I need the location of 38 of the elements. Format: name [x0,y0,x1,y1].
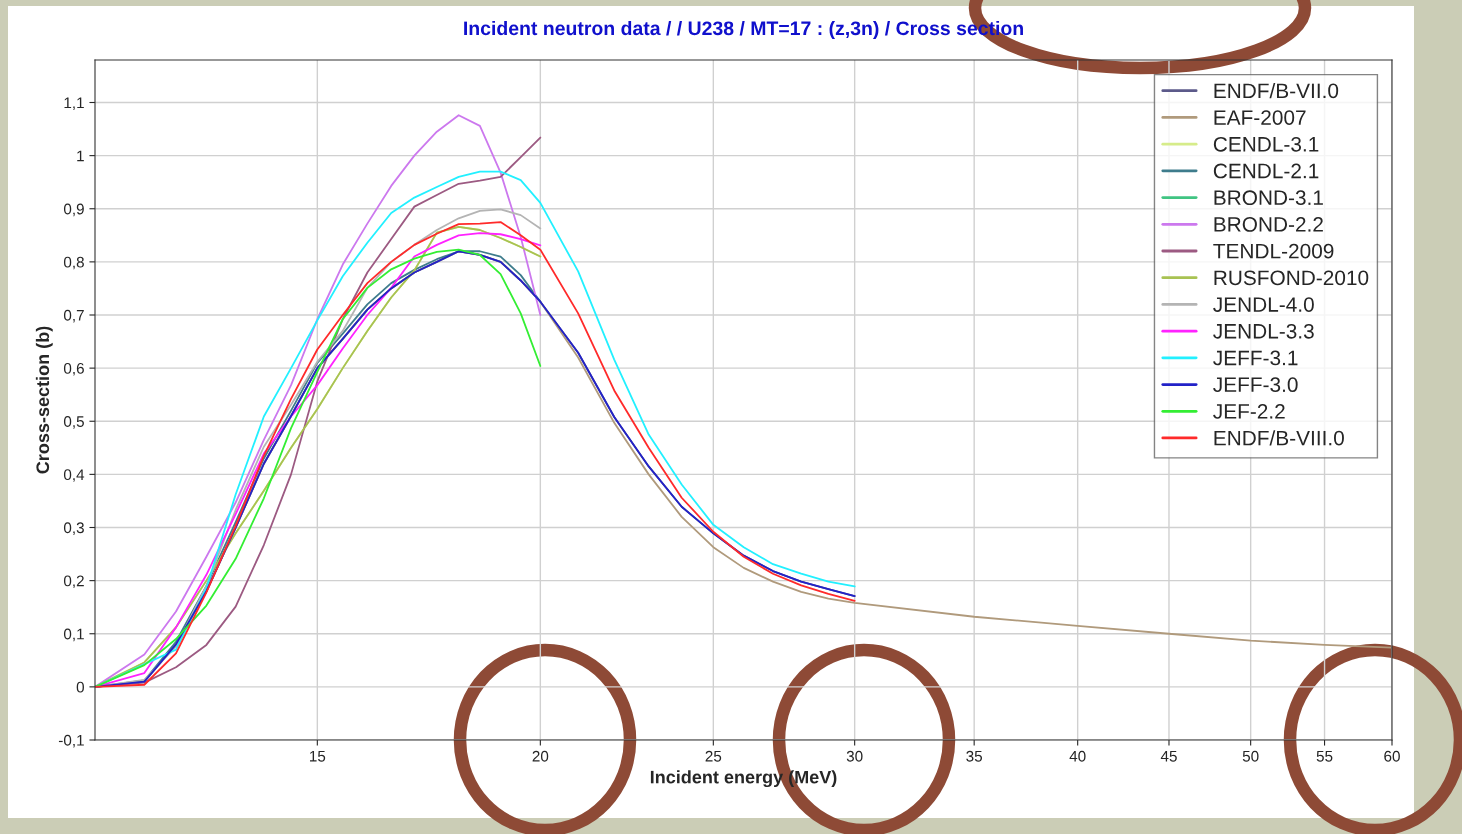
legend-label: BROND-3.1 [1214,190,1323,206]
legend-label: JENDL-4.0 [1213,297,1314,312]
y-tick-label: 0,3 [63,522,84,535]
y-tick-label: 1 [77,150,84,162]
y-axis-title: Cross-section (b) [35,326,53,474]
x-tick-label: 35 [966,750,983,762]
y-tick-label: 0,6 [63,362,84,376]
legend-label: ENDF/B-VIII.0 [1214,430,1344,446]
x-tick-label: 40 [1069,750,1086,762]
x-tick-label: 30 [846,750,863,762]
y-tick-label: 0,2 [63,575,84,589]
legend-label: TENDL-2009 [1213,243,1334,259]
y-tick-label: 1,1 [64,97,84,110]
y-tick-label: -0,1 [58,734,84,748]
x-tick-label: 50 [1242,750,1259,762]
legend-label: JEFF-3.0 [1213,377,1298,393]
legend-label: JEFF-3.1 [1213,350,1298,366]
legend-label: CENDL-3.1 [1213,136,1319,152]
y-tick-label: 0,4 [63,469,85,482]
legend-label: ENDF/B-VII.0 [1214,82,1339,99]
y-tick-label: 0 [76,681,84,693]
y-tick-label: 0,8 [63,256,84,270]
legend-label: JEF-2.2 [1213,404,1285,419]
x-tick-label: 20 [532,750,549,762]
legend-label: CENDL-2.1 [1213,163,1319,179]
legend-label: BROND-2.2 [1214,217,1323,232]
y-tick-label: 0,9 [63,203,84,217]
legend-label: RUSFOND-2010 [1214,270,1369,286]
x-tick-label: 60 [1384,750,1400,762]
x-tick-label: 55 [1316,750,1333,762]
legend-label: EAF-2007 [1214,110,1306,125]
y-tick-label: 0,5 [63,416,84,429]
legend-label: JENDL-3.3 [1213,323,1314,339]
x-tick-label: 45 [1160,750,1177,762]
y-tick-label: 0,7 [63,309,84,323]
x-tick-label: 25 [705,750,722,762]
x-tick-label: 15 [310,750,326,762]
y-tick-label: 0,1 [63,628,84,642]
